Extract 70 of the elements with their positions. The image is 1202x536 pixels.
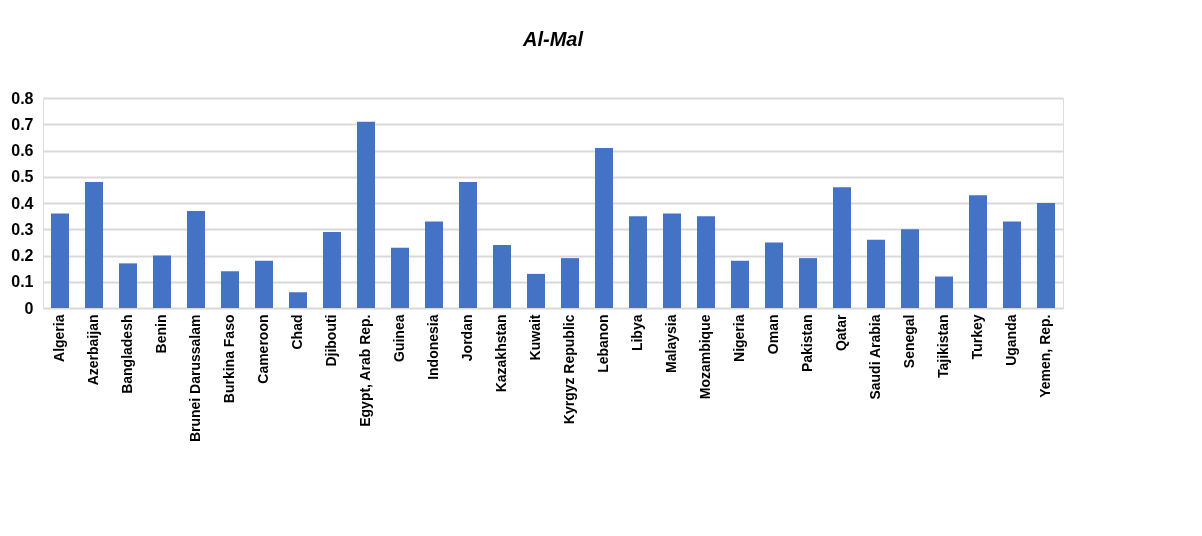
x-tick-label: Mozambique: [697, 314, 713, 400]
x-tick-label: Algeria: [51, 314, 67, 362]
y-tick-label: 0.3: [11, 220, 34, 238]
x-tick-label: Malaysia: [663, 314, 679, 373]
bar: [85, 182, 103, 308]
bar: [425, 221, 443, 308]
x-tick-label: Indonesia: [425, 314, 441, 380]
x-tick-label: Jordan: [459, 314, 475, 362]
y-tick-label: 0.5: [11, 168, 34, 186]
x-tick-label: Bangladesh: [119, 314, 135, 394]
bar: [51, 213, 69, 308]
bar: [1003, 221, 1021, 308]
bar: [255, 260, 273, 308]
bar: [493, 245, 511, 308]
x-tick-label: Djibouti: [323, 314, 339, 367]
bar: [221, 271, 239, 308]
y-tick-label: 0.7: [11, 115, 34, 133]
bar: [629, 216, 647, 308]
bar: [799, 258, 817, 308]
bar: [867, 239, 885, 308]
x-tick-label: Kuwait: [527, 314, 543, 361]
x-tick-label: Chad: [289, 314, 305, 350]
bar: [765, 242, 783, 308]
y-tick-label: 0.1: [11, 273, 34, 291]
x-tick-label: Yemen, Rep.: [1037, 314, 1053, 398]
bar: [731, 260, 749, 308]
bar: [289, 292, 307, 308]
x-tick-label: Turkey: [969, 314, 985, 360]
bar: [391, 247, 409, 308]
bar: [969, 195, 987, 308]
bar: [663, 213, 681, 308]
x-tick-label: Kazakhstan: [493, 314, 509, 393]
y-tick-label: 0.4: [11, 194, 34, 212]
bar: [901, 229, 919, 308]
x-tick-label: Saudi Arabia: [867, 314, 883, 400]
chart-title: Al-Mal: [522, 28, 584, 50]
bar: [1037, 203, 1055, 308]
y-tick-label: 0.6: [11, 142, 34, 159]
x-tick-label: Nigeria: [731, 314, 747, 362]
x-tick-label: Azerbaijan: [85, 314, 101, 386]
x-tick-label: Benin: [153, 314, 169, 354]
bar: [697, 216, 715, 308]
bar: [527, 273, 545, 308]
bar: [357, 121, 375, 308]
y-tick-label: 0: [24, 299, 34, 317]
bar: [187, 210, 205, 308]
bar: [595, 147, 613, 308]
x-tick-label: Guinea: [391, 314, 407, 362]
x-tick-label: Oman: [765, 314, 781, 355]
bar: [459, 182, 477, 308]
x-tick-label: Senegal: [901, 314, 917, 369]
x-tick-label: Tajikistan: [935, 314, 951, 379]
x-tick-label: Pakistan: [799, 314, 815, 373]
x-tick-label: Cameroon: [255, 314, 271, 384]
x-tick-label: Uganda: [1003, 314, 1019, 366]
x-tick-label: Brunei Darussalam: [187, 314, 203, 443]
x-tick-label: Lebanon: [595, 314, 611, 373]
x-tick-label: Egypt, Arab Rep.: [357, 314, 373, 427]
bar: [323, 231, 341, 308]
bar: [935, 276, 953, 308]
x-tick-label: Libya: [629, 314, 645, 352]
bar: [119, 263, 137, 308]
bar: [833, 187, 851, 308]
x-tick-label: Qatar: [833, 313, 849, 352]
bar: [153, 255, 171, 308]
bar: [561, 258, 579, 308]
y-tick-label: 0.8: [11, 89, 34, 107]
y-tick-label: 0.2: [11, 247, 34, 264]
x-tick-label: Burkina Faso: [221, 314, 237, 404]
x-tick-label: Kyrgyz Republic: [561, 314, 577, 425]
